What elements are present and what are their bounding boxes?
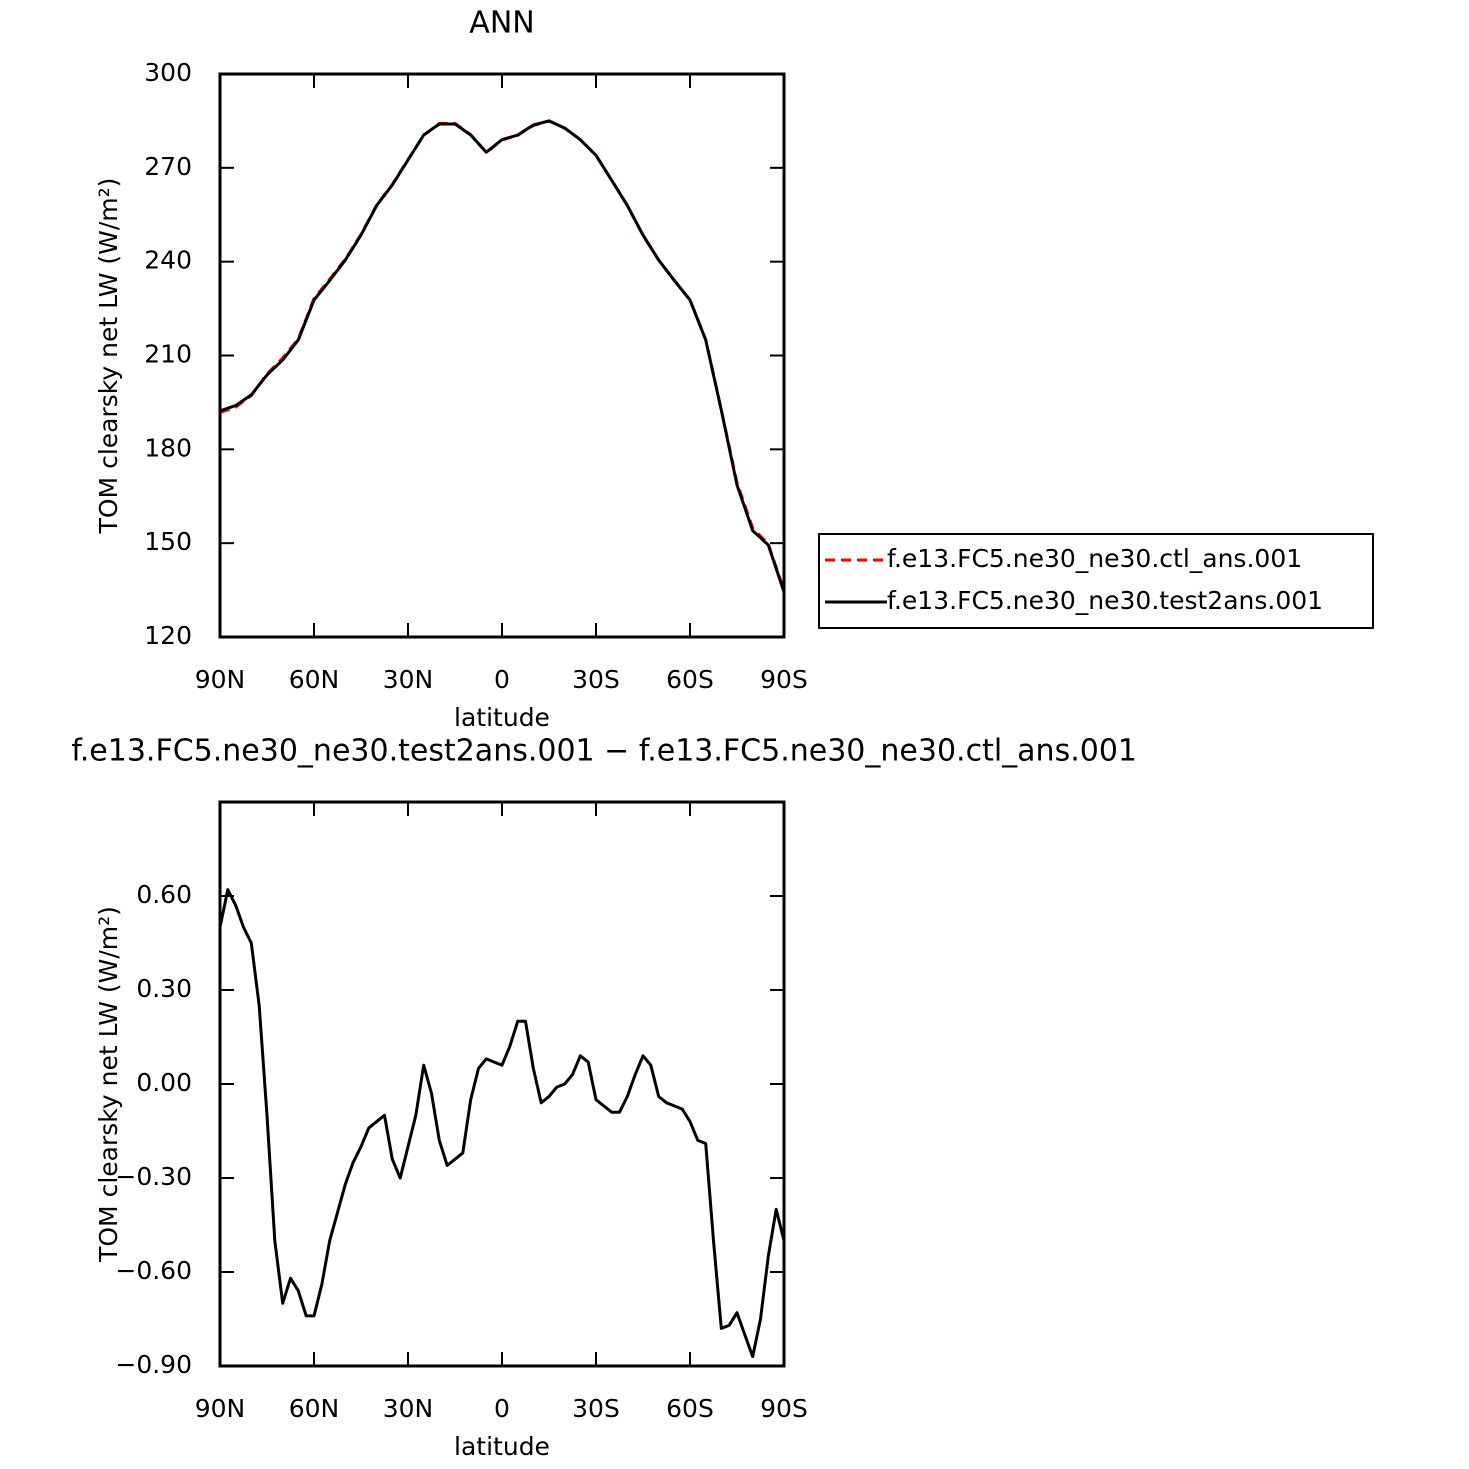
y-tick-label: 210 [144, 340, 192, 369]
y-axis-label: TOM clearsky net LW (W/m²) [94, 906, 123, 1263]
data-line [219, 119, 786, 591]
y-tick-label: −0.30 [115, 1162, 192, 1191]
x-axis-label: latitude [454, 703, 550, 732]
y-tick-label: 300 [144, 58, 192, 87]
data-line [218, 888, 786, 1359]
x-tick-label: 60N [289, 1394, 340, 1423]
plot-frame [218, 72, 786, 639]
x-tick-label: 90S [760, 665, 808, 694]
chart-title: ANN [469, 6, 534, 41]
x-tick-label: 30N [383, 1394, 434, 1423]
x-axis-label: latitude [454, 1432, 550, 1461]
x-tick-label: 90S [760, 1394, 808, 1423]
y-tick-label: −0.90 [115, 1350, 192, 1379]
y-tick-label: 240 [144, 246, 192, 275]
x-tick-label: 30S [572, 1394, 620, 1423]
data-line [219, 119, 786, 593]
x-tick-label: 30S [572, 665, 620, 694]
y-tick-label: 180 [144, 433, 192, 462]
x-tick-label: 0 [494, 665, 510, 694]
y-tick-label: 0.00 [136, 1068, 192, 1097]
y-tick-label: 150 [144, 527, 192, 556]
x-tick-label: 0 [494, 1394, 510, 1423]
legend-label: f.e13.FC5.ne30_ne30.ctl_ans.001 [887, 544, 1302, 573]
y-axis-label: TOM clearsky net LW (W/m²) [94, 178, 123, 535]
x-tick-label: 60S [666, 665, 714, 694]
y-tick-label: 120 [144, 621, 192, 650]
y-tick-label: 270 [144, 152, 192, 181]
y-tick-label: 0.60 [136, 880, 192, 909]
x-tick-label: 90N [195, 665, 246, 694]
x-tick-label: 60N [289, 665, 340, 694]
x-tick-label: 60S [666, 1394, 714, 1423]
plot-frame [218, 800, 786, 1368]
chart-title: f.e13.FC5.ne30_ne30.test2ans.001 − f.e13… [71, 734, 1137, 769]
legend-label: f.e13.FC5.ne30_ne30.test2ans.001 [887, 586, 1323, 615]
legend-box [818, 533, 1374, 629]
x-tick-label: 30N [383, 665, 434, 694]
x-tick-label: 90N [195, 1394, 246, 1423]
y-tick-label: 0.30 [136, 974, 192, 1003]
y-tick-label: −0.60 [115, 1256, 192, 1285]
